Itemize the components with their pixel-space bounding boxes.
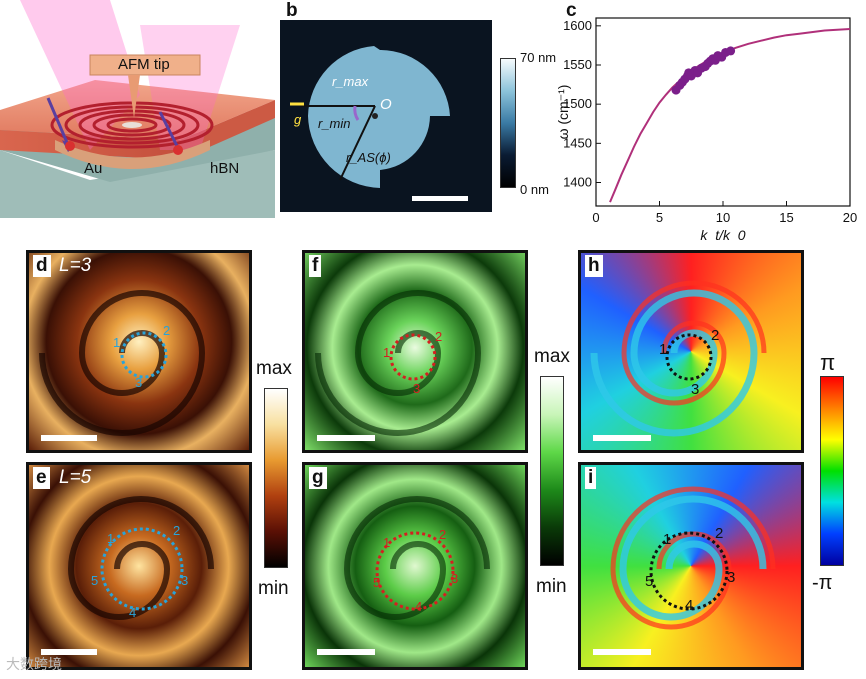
afm-topography-image xyxy=(280,20,492,212)
scale-bar-d xyxy=(41,435,97,441)
hot-colorbar-min: min xyxy=(258,578,289,599)
x-tick-label: 15 xyxy=(779,210,793,225)
panel-b-label: b xyxy=(286,0,298,21)
height-colorbar-max: 70 nm xyxy=(520,50,557,65)
panel-a-schematic xyxy=(0,0,275,218)
rmax-label: r_max xyxy=(332,74,369,89)
hot-colorbar-max: max xyxy=(256,358,292,379)
y-tick-label: 1500 xyxy=(563,96,592,111)
scale-bar-f xyxy=(317,435,375,441)
phase-colorbar-max: π xyxy=(820,350,836,375)
height-colorbar xyxy=(500,58,516,188)
watermark: 大数跨境 xyxy=(6,656,62,672)
g-label-1: 1 xyxy=(383,535,391,550)
plot-frame xyxy=(595,17,851,207)
i-label-4: 4 xyxy=(685,597,694,614)
x-tick-label: 0 xyxy=(592,210,599,225)
f-label-3: 3 xyxy=(413,381,421,396)
g-label-4: 4 xyxy=(415,599,423,614)
g-label-2: 2 xyxy=(439,527,447,542)
green-colorbar-max: max xyxy=(534,346,570,367)
dispersion-chart: 0 5 10 15 20 1400 1450 1500 1550 1600 k_t/k_0 ω (cm… xyxy=(556,17,857,240)
ras-label: r_AS(ϕ) xyxy=(346,150,391,165)
panel-g-map: g 1 2 3 4 5 xyxy=(302,462,528,670)
y-tick-label: 1550 xyxy=(563,57,592,72)
g-label: g xyxy=(294,112,302,127)
h-label-1: 1 xyxy=(659,341,668,358)
scale-bar-i xyxy=(593,649,651,655)
panel-e-label: e xyxy=(33,467,50,489)
y-tick-label: 1400 xyxy=(563,175,592,190)
panel-h-label: h xyxy=(585,255,603,277)
i-label-5: 5 xyxy=(645,573,654,590)
y-tick-label: 1600 xyxy=(563,18,592,33)
e-label-4: 4 xyxy=(129,605,137,620)
phase-colorbar-min: -π xyxy=(812,572,833,594)
scale-bar-h xyxy=(593,435,651,441)
hot-colorbar xyxy=(264,388,288,568)
data-point xyxy=(726,46,736,56)
i-label-3: 3 xyxy=(727,569,736,586)
panel-c-label: c xyxy=(566,0,577,21)
scale-bar-g xyxy=(317,649,375,655)
panel-i-map: i 1 2 3 4 5 xyxy=(578,462,804,670)
h-label-2: 2 xyxy=(711,327,720,344)
f-label-2: 2 xyxy=(435,329,443,344)
y-axis-label: ω (cm⁻¹) xyxy=(556,85,571,140)
scale-bar-b xyxy=(412,196,468,201)
e-label-1: 1 xyxy=(107,531,115,546)
hbn-label: hBN xyxy=(210,160,240,177)
panel-e-L: L=5 xyxy=(59,467,92,488)
panel-e-map: e L=5 1 2 3 4 5 xyxy=(26,462,252,670)
g-label-5: 5 xyxy=(373,575,381,590)
d-label-1: 1 xyxy=(113,335,121,350)
x-axis-label: k_t/k_0 xyxy=(700,227,745,240)
panel-h-map: h 1 2 3 xyxy=(578,250,804,453)
i-label-2: 2 xyxy=(715,525,724,542)
scale-bar-e xyxy=(41,649,97,655)
g-label-3: 3 xyxy=(451,571,459,586)
panel-d-L: L=3 xyxy=(59,255,92,276)
panel-f-label: f xyxy=(309,255,322,277)
d-label-2: 2 xyxy=(163,323,171,338)
rmin-label: r_min xyxy=(318,116,351,131)
e-label-5: 5 xyxy=(91,573,99,588)
e-label-2: 2 xyxy=(173,523,181,538)
x-tick-label: 5 xyxy=(656,210,663,225)
panel-i-label: i xyxy=(585,467,597,489)
au-label: Au xyxy=(84,160,103,177)
panel-d-label: d xyxy=(33,255,51,277)
green-colorbar-min: min xyxy=(536,576,567,597)
afm-tip-label: AFM tip xyxy=(118,56,170,73)
y-tick-label: 1450 xyxy=(563,135,592,150)
x-tick-label: 20 xyxy=(843,210,857,225)
f-label-1: 1 xyxy=(383,345,391,360)
i-label-1: 1 xyxy=(663,531,672,548)
e-label-3: 3 xyxy=(181,573,189,588)
panel-f-map: f 1 2 3 xyxy=(302,250,528,453)
h-label-3: 3 xyxy=(691,381,700,398)
panel-d-map: d L=3 1 2 3 xyxy=(26,250,252,453)
phase-colorbar xyxy=(820,376,844,566)
panel-g-label: g xyxy=(309,467,327,489)
x-tick-label: 10 xyxy=(716,210,730,225)
green-colorbar xyxy=(540,376,564,566)
origin-label: O xyxy=(380,96,392,113)
d-label-3: 3 xyxy=(135,375,143,390)
height-colorbar-min: 0 nm xyxy=(520,182,549,197)
